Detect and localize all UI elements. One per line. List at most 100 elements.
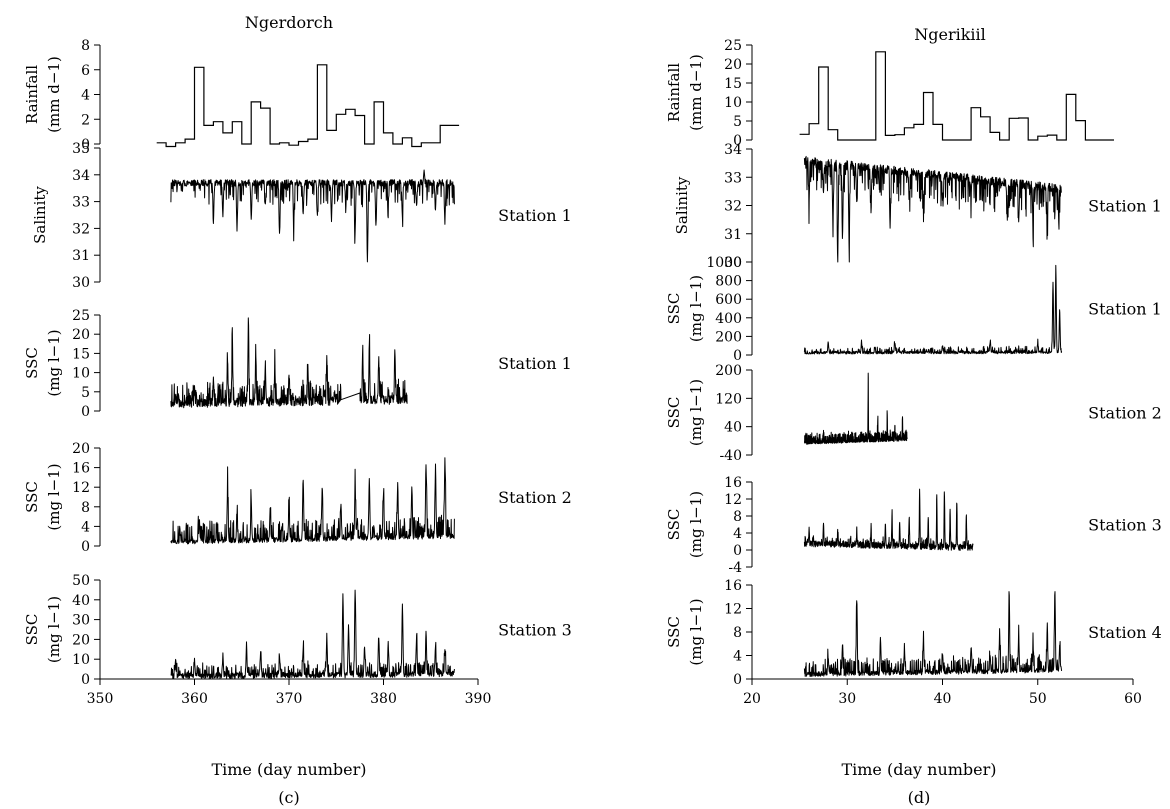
panel-d: 0 5 10 15 20 25 Rainfall (mm d−1) 30 31 32 33 34 Sali…	[665, 38, 1162, 707]
y-tick-label: 2	[81, 112, 90, 128]
y-axis-label: SSC (mg l−1)	[665, 275, 705, 342]
x-tick-label: 40	[934, 691, 952, 707]
y-axis-label: Rainfall (mm d−1)	[665, 54, 705, 131]
y-tick-label: 35	[72, 141, 90, 157]
signal-series	[170, 169, 455, 263]
y-tick-label: 4	[733, 526, 742, 542]
y-tick-label: 34	[72, 168, 90, 184]
y-tick-label: 30	[72, 613, 90, 629]
y-tick-label: 12	[724, 492, 742, 508]
y-tick-label: 1000	[706, 255, 742, 271]
y-tick-label: 15	[72, 346, 90, 362]
station-label: Station 4	[1088, 623, 1162, 642]
y-tick-label: 20	[72, 441, 90, 457]
y-tick-label: 8	[81, 38, 90, 54]
signal-series	[803, 264, 1063, 355]
y-tick-label: 34	[724, 142, 742, 158]
station-label: Station 1	[1088, 300, 1162, 319]
station-label: Station 1	[1088, 197, 1162, 216]
y-tick-label: 16	[724, 578, 742, 594]
subplot-c-ssc1: 0 5 10 15 20 25 SSC (mg l−1) Station 1	[23, 308, 572, 420]
signal-series	[803, 591, 1063, 677]
y-tick-label: 0	[81, 539, 90, 555]
y-tick-label: 10	[72, 366, 90, 382]
signal-series	[170, 589, 455, 680]
y-tick-label: 40	[724, 420, 742, 436]
signal-series	[803, 372, 908, 445]
subplot-c-rain: 0 2 4 6 8 Rainfall (mm d−1)	[23, 38, 460, 153]
y-tick-label: 4	[733, 649, 742, 665]
y-tick-label: 0	[81, 672, 90, 688]
y-tick-label: 4	[81, 88, 90, 104]
y-tick-label: 0	[733, 672, 742, 688]
signal-series	[170, 317, 408, 409]
y-tick-label: 15	[724, 76, 742, 92]
y-tick-label: 25	[72, 308, 90, 324]
y-tick-label: 120	[715, 391, 742, 407]
subplot-c-ssc2: 0 4 8 12 16 20 SSC (mg l−1) Station 2	[23, 441, 572, 555]
station-label: Station 3	[498, 621, 572, 640]
y-tick-label: 16	[72, 461, 90, 477]
y-tick-label: 30	[72, 275, 90, 291]
signal-series	[170, 457, 455, 545]
station-label: Station 1	[498, 354, 572, 373]
station-label: Station 2	[1088, 404, 1162, 423]
panel-c: 0 2 4 6 8 Rainfall (mm d−1) 30 31 32 33 34 35 Salinit…	[23, 38, 572, 707]
y-tick-label: 200	[715, 329, 742, 345]
y-axis-label: Salinity	[673, 176, 691, 234]
subplot-d-rain: 0 5 10 15 20 25 Rainfall (mm d−1)	[665, 38, 1114, 149]
y-axis-label: SSC (mg l−1)	[665, 491, 705, 558]
x-tick-label: 360	[181, 691, 208, 707]
y-tick-label: 30	[724, 255, 742, 271]
y-tick-label: 20	[724, 57, 742, 73]
y-tick-label: 0	[733, 348, 742, 364]
y-tick-label: 20	[72, 327, 90, 343]
y-tick-label: 20	[72, 632, 90, 648]
x-tick-label: 380	[370, 691, 397, 707]
y-tick-label: 12	[724, 602, 742, 618]
station-label: Station 1	[498, 206, 572, 225]
y-axis-label: Rainfall (mm d−1)	[23, 56, 63, 133]
y-tick-label: 32	[724, 199, 742, 215]
rainfall-step-series	[799, 51, 1114, 141]
x-tick-label: 390	[465, 691, 492, 707]
subplot-d-ssc4: 0 4 8 12 16 SSC (mg l−1) Station 4	[665, 578, 1162, 688]
y-tick-label: 50	[72, 573, 90, 589]
y-tick-label: -4	[728, 560, 742, 576]
rainfall-step-series	[156, 64, 460, 148]
y-tick-label: 10	[72, 652, 90, 668]
y-tick-label: 4	[81, 519, 90, 535]
x-tick-label: 350	[87, 691, 114, 707]
signal-series	[803, 155, 1062, 263]
y-axis-label: SSC (mg l−1)	[665, 598, 705, 665]
signal-series	[803, 488, 974, 551]
y-tick-label: 40	[72, 593, 90, 609]
station-label: Station 2	[498, 488, 572, 507]
y-tick-label: 8	[733, 625, 742, 641]
y-axis-label: SSC (mg l−1)	[23, 329, 63, 396]
y-tick-label: 32	[72, 221, 90, 237]
y-tick-label: 33	[724, 170, 742, 186]
y-tick-label: 33	[72, 195, 90, 211]
panel-title-ngerikiil: Ngerikiil	[914, 25, 986, 44]
panel-title-ngerdorch: Ngerdorch	[245, 13, 333, 32]
x-tick-label: 60	[1124, 691, 1142, 707]
y-axis-label: Salinity	[31, 186, 49, 244]
station-label: Station 3	[1088, 516, 1162, 535]
y-tick-label: 10	[724, 95, 742, 111]
panel-caption-c: (c)	[278, 788, 299, 807]
y-tick-label: 6	[81, 63, 90, 79]
x-tick-label: 20	[743, 691, 761, 707]
x-tick-label: 370	[276, 691, 303, 707]
y-tick-label: 200	[715, 363, 742, 379]
y-tick-label: 5	[81, 385, 90, 401]
y-tick-label: -40	[719, 448, 742, 464]
y-tick-label: 16	[724, 475, 742, 491]
y-tick-label: 800	[715, 274, 742, 290]
y-tick-label: 5	[733, 114, 742, 130]
subplot-d-sal: 30 31 32 33 34 Salinity Station 1	[673, 142, 1162, 271]
x-axis-label-d: Time (day number)	[841, 760, 996, 779]
